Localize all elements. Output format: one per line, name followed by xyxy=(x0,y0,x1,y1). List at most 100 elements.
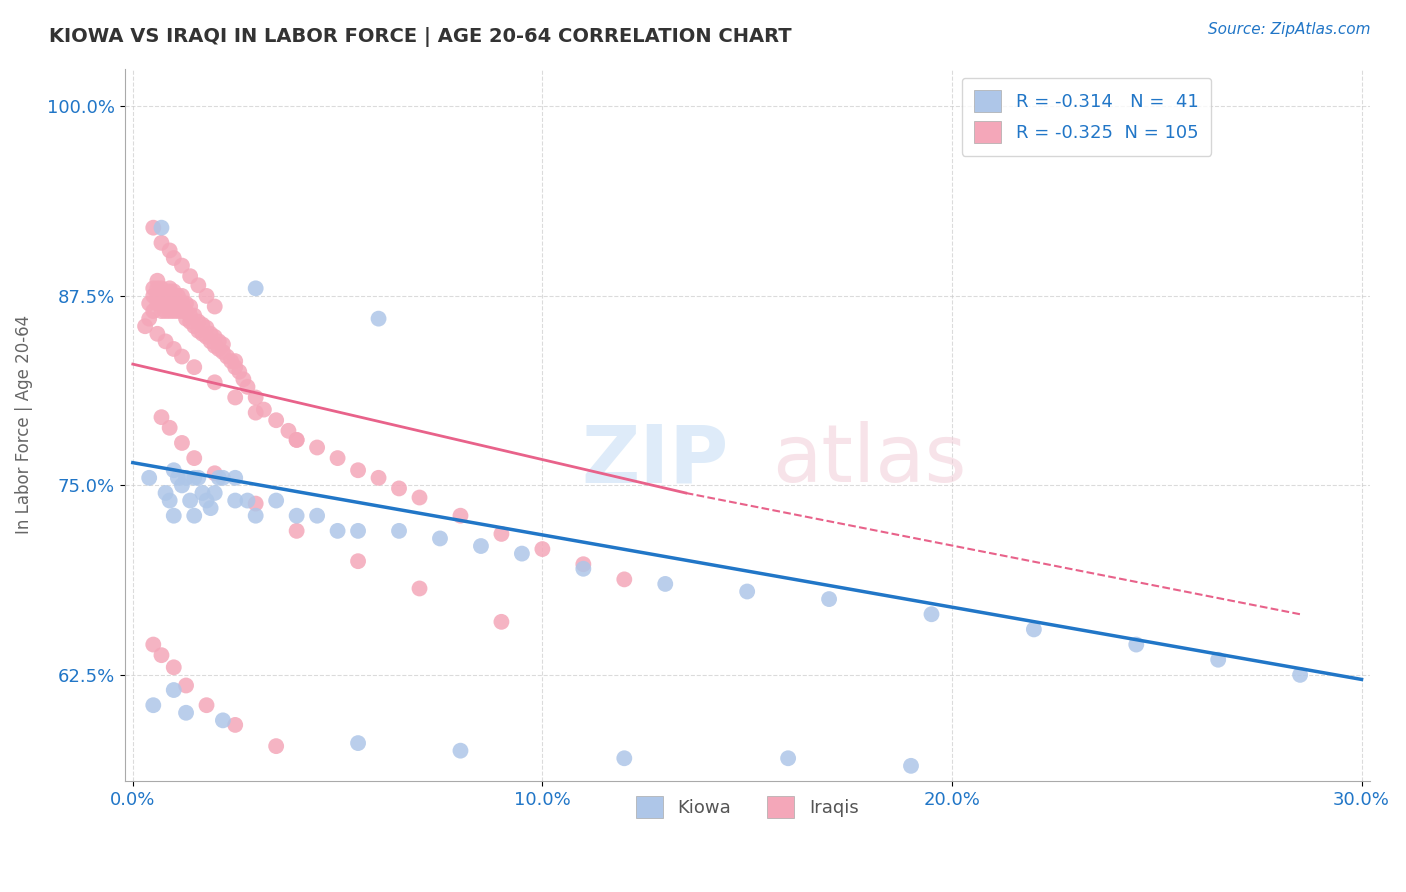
Point xyxy=(204,486,226,500)
Point xyxy=(224,493,246,508)
Point xyxy=(142,281,165,295)
Text: ZIP: ZIP xyxy=(581,421,728,500)
Point xyxy=(613,573,636,587)
Point xyxy=(174,311,197,326)
Point xyxy=(921,607,943,622)
Point xyxy=(408,582,430,596)
Point xyxy=(212,471,235,485)
Point xyxy=(166,296,188,310)
Point xyxy=(1289,668,1312,682)
Point xyxy=(174,706,197,720)
Point xyxy=(179,309,201,323)
Point xyxy=(150,296,173,310)
Point xyxy=(155,486,177,500)
Point xyxy=(572,558,595,572)
Point xyxy=(654,577,676,591)
Point xyxy=(900,759,922,773)
Point xyxy=(163,463,186,477)
Point xyxy=(191,486,214,500)
Point xyxy=(347,463,370,477)
Point xyxy=(818,592,841,607)
Point xyxy=(150,304,173,318)
Point xyxy=(170,478,193,492)
Point xyxy=(285,433,308,447)
Point xyxy=(326,524,349,538)
Point xyxy=(187,315,209,329)
Y-axis label: In Labor Force | Age 20-64: In Labor Force | Age 20-64 xyxy=(15,315,32,534)
Point xyxy=(138,296,160,310)
Text: KIOWA VS IRAQI IN LABOR FORCE | AGE 20-64 CORRELATION CHART: KIOWA VS IRAQI IN LABOR FORCE | AGE 20-6… xyxy=(49,27,792,46)
Point xyxy=(735,584,758,599)
Point xyxy=(155,334,177,349)
Point xyxy=(572,562,595,576)
Point xyxy=(159,421,181,435)
Point xyxy=(367,311,389,326)
Point xyxy=(183,360,205,375)
Point xyxy=(204,339,226,353)
Point xyxy=(429,532,451,546)
Point xyxy=(245,281,267,295)
Point xyxy=(179,493,201,508)
Text: atlas: atlas xyxy=(772,421,966,500)
Point xyxy=(200,334,222,349)
Point xyxy=(228,365,250,379)
Point xyxy=(183,319,205,334)
Point xyxy=(778,751,800,765)
Point xyxy=(1125,638,1147,652)
Point xyxy=(208,471,231,485)
Point xyxy=(245,508,267,523)
Point xyxy=(142,698,165,713)
Point xyxy=(408,491,430,505)
Point xyxy=(195,320,218,334)
Point xyxy=(219,354,242,368)
Point xyxy=(195,289,218,303)
Point xyxy=(170,350,193,364)
Point xyxy=(208,342,231,356)
Point xyxy=(163,683,186,698)
Point xyxy=(150,289,173,303)
Point xyxy=(150,281,173,295)
Point xyxy=(179,315,201,329)
Point xyxy=(187,324,209,338)
Point xyxy=(195,493,218,508)
Point xyxy=(155,296,177,310)
Point xyxy=(224,391,246,405)
Point xyxy=(200,326,222,341)
Point xyxy=(245,406,267,420)
Point xyxy=(491,615,513,629)
Point xyxy=(170,304,193,318)
Point xyxy=(531,542,554,557)
Point xyxy=(195,330,218,344)
Point xyxy=(170,259,193,273)
Point xyxy=(155,289,177,303)
Point xyxy=(134,319,156,334)
Point xyxy=(347,554,370,568)
Point xyxy=(166,471,188,485)
Point xyxy=(285,508,308,523)
Point xyxy=(285,524,308,538)
Point xyxy=(138,311,160,326)
Point xyxy=(277,424,299,438)
Point xyxy=(191,318,214,332)
Point xyxy=(150,235,173,250)
Point xyxy=(388,482,411,496)
Point xyxy=(146,326,169,341)
Point xyxy=(163,285,186,299)
Point xyxy=(174,304,197,318)
Point xyxy=(232,372,254,386)
Point xyxy=(195,698,218,713)
Point xyxy=(215,350,238,364)
Point xyxy=(450,508,472,523)
Point xyxy=(224,471,246,485)
Point xyxy=(208,334,231,349)
Point xyxy=(224,354,246,368)
Point xyxy=(142,289,165,303)
Point xyxy=(183,309,205,323)
Point xyxy=(163,508,186,523)
Point xyxy=(187,278,209,293)
Point xyxy=(236,493,259,508)
Point xyxy=(1206,653,1229,667)
Point xyxy=(174,471,197,485)
Point xyxy=(142,638,165,652)
Point xyxy=(212,345,235,359)
